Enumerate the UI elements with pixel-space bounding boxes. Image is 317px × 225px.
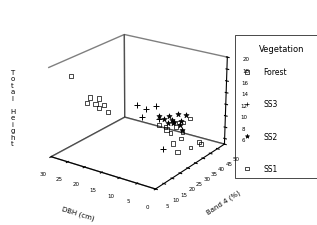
Text: Forest: Forest (263, 68, 287, 77)
Text: Vegetation: Vegetation (259, 45, 305, 54)
Text: SS2: SS2 (263, 132, 278, 141)
Text: SS3: SS3 (263, 100, 278, 109)
Text: SS1: SS1 (263, 164, 278, 173)
Text: T
o
t
a
l
 
H
e
i
g
h
t: T o t a l H e i g h t (10, 70, 15, 146)
Y-axis label: Band 4 (%): Band 4 (%) (206, 188, 242, 215)
X-axis label: DBH (cm): DBH (cm) (61, 205, 95, 221)
